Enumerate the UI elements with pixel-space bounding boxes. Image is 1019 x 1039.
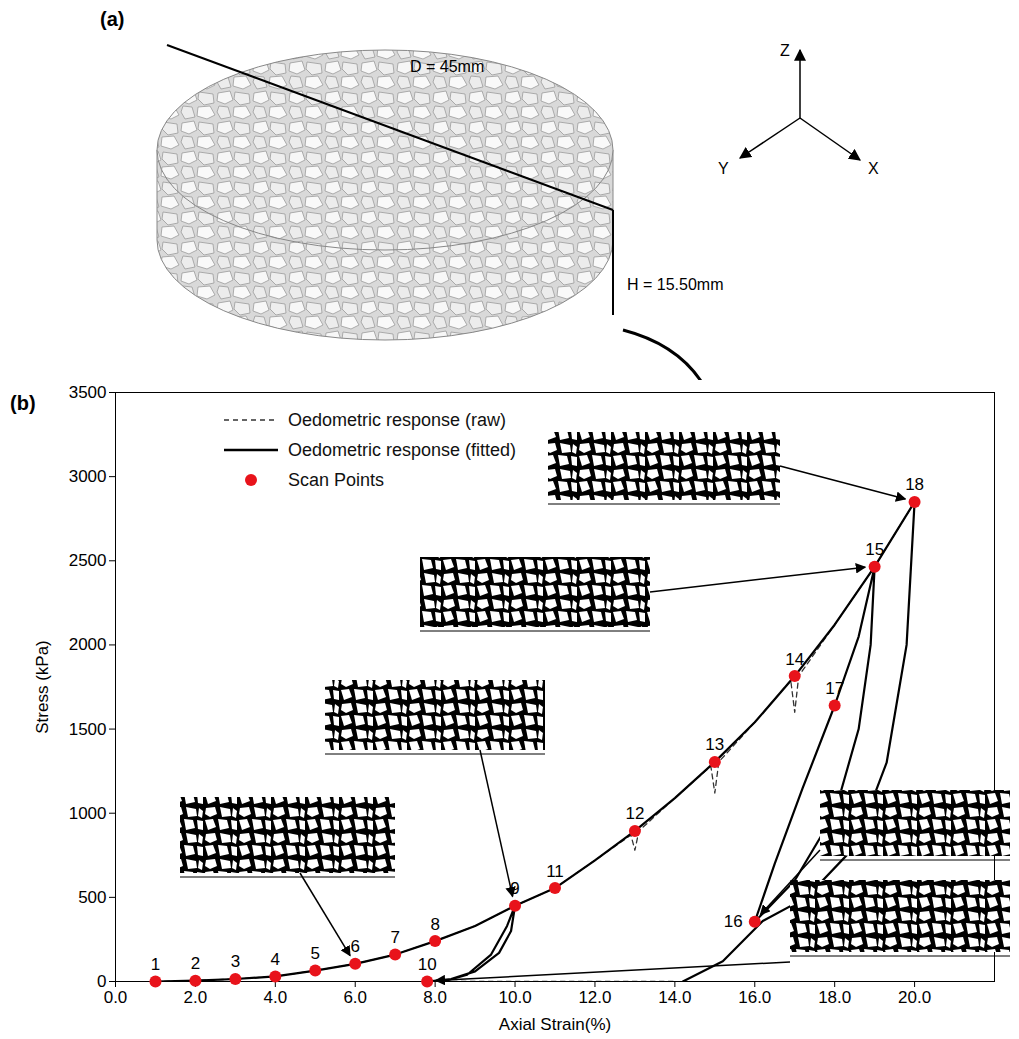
svg-text:1500: 1500: [69, 720, 107, 739]
svg-text:13: 13: [705, 735, 724, 754]
svg-text:17: 17: [825, 679, 844, 698]
svg-text:12: 12: [625, 804, 644, 823]
svg-text:16: 16: [724, 912, 743, 931]
svg-text:12.0: 12.0: [578, 988, 611, 1007]
svg-text:2500: 2500: [69, 551, 107, 570]
svg-text:X: X: [868, 160, 879, 177]
svg-text:14: 14: [785, 650, 804, 669]
svg-text:11: 11: [546, 862, 564, 881]
svg-text:6.0: 6.0: [343, 988, 367, 1007]
html-text:Oedometric response (raw): Oedometric response (raw): [288, 409, 507, 430]
svg-text:18: 18: [905, 475, 924, 494]
svg-text:Stress (kPa): Stress (kPa): [33, 640, 52, 734]
html-text:(b): (b): [10, 392, 36, 414]
svg-text:18.0: 18.0: [818, 988, 851, 1007]
html-text:Scan Points: Scan Points: [288, 469, 385, 490]
svg-text:0.0: 0.0: [104, 988, 128, 1007]
svg-text:7: 7: [390, 928, 399, 947]
svg-text:4: 4: [271, 950, 280, 969]
svg-text:8.0: 8.0: [423, 988, 447, 1007]
svg-text:3500: 3500: [69, 383, 107, 402]
svg-text:9: 9: [510, 879, 519, 898]
svg-text:H = 15.50mm: H = 15.50mm: [627, 276, 723, 293]
svg-text:3: 3: [231, 952, 240, 971]
svg-text:1: 1: [151, 955, 160, 974]
svg-text:15: 15: [865, 540, 884, 559]
html-text:Oedometric response (fitted): Oedometric response (fitted): [288, 439, 517, 460]
svg-text:3000: 3000: [69, 467, 107, 486]
svg-text:0: 0: [97, 971, 107, 991]
svg-text:6: 6: [350, 937, 359, 956]
svg-text:10.0: 10.0: [498, 988, 531, 1007]
svg-text:10: 10: [418, 955, 437, 974]
svg-text:8: 8: [430, 915, 439, 934]
svg-text:1000: 1000: [69, 804, 107, 823]
svg-text:20.0: 20.0: [898, 988, 931, 1007]
html-text:(a): (a): [100, 8, 125, 30]
svg-text:Y: Y: [718, 160, 729, 177]
svg-text:Z: Z: [780, 42, 790, 59]
svg-text:14.0: 14.0: [658, 988, 691, 1007]
svg-text:2: 2: [191, 954, 200, 973]
svg-text:4.0: 4.0: [263, 988, 287, 1007]
svg-text:5: 5: [311, 944, 320, 963]
svg-text:D = 45mm: D = 45mm: [410, 58, 484, 75]
svg-text:2000: 2000: [69, 635, 107, 654]
svg-text:2.0: 2.0: [184, 988, 208, 1007]
svg-text:Axial Strain(%): Axial Strain(%): [499, 1015, 611, 1034]
svg-text:500: 500: [78, 888, 106, 907]
svg-text:16.0: 16.0: [738, 988, 771, 1007]
